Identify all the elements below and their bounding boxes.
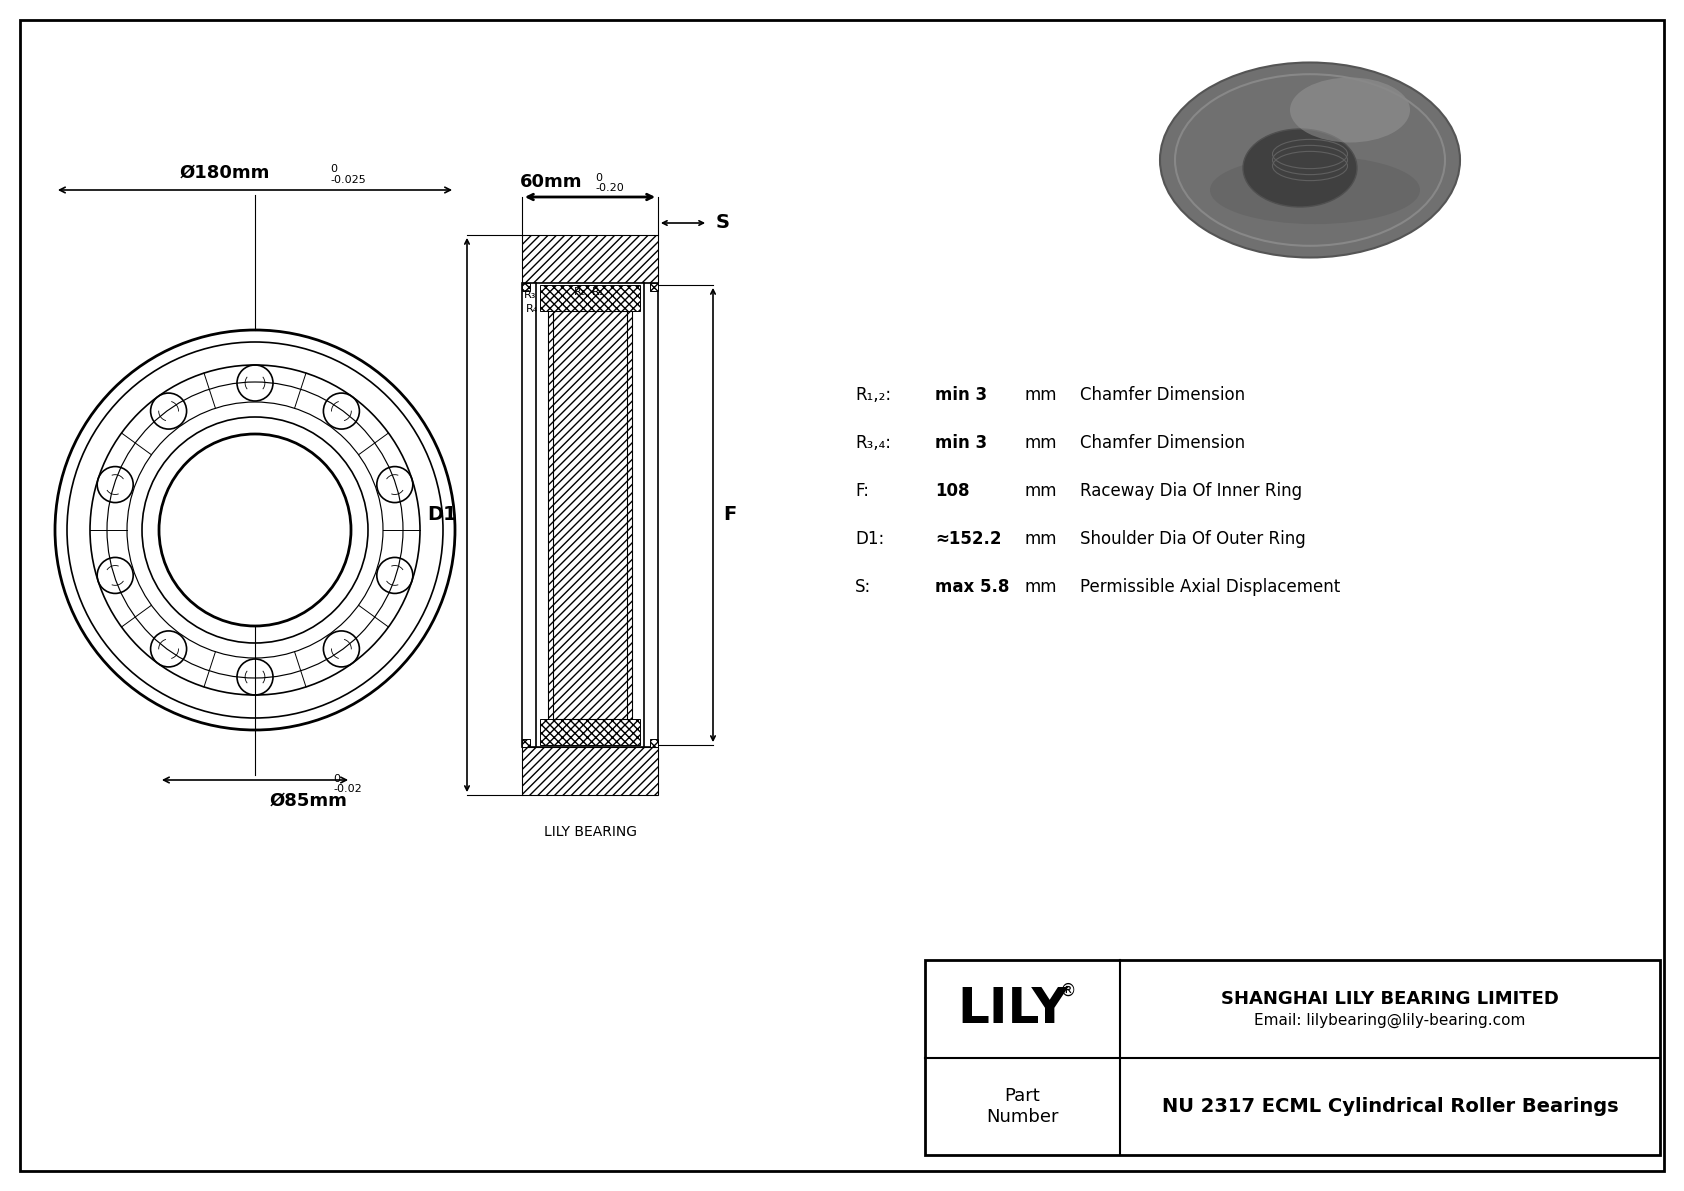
- Bar: [522, 283, 658, 747]
- Text: R₄: R₄: [525, 304, 539, 314]
- Text: D1:: D1:: [855, 530, 884, 548]
- Text: F:: F:: [855, 482, 869, 500]
- Ellipse shape: [1290, 77, 1410, 143]
- Ellipse shape: [1243, 129, 1357, 207]
- Text: Chamfer Dimension: Chamfer Dimension: [1079, 386, 1244, 404]
- Text: R₁: R₁: [593, 287, 605, 297]
- Bar: [541, 719, 640, 746]
- Text: max 5.8: max 5.8: [935, 578, 1009, 596]
- Text: F: F: [722, 505, 736, 524]
- Text: ≈152.2: ≈152.2: [935, 530, 1002, 548]
- Text: 0: 0: [330, 164, 337, 174]
- Text: mm: mm: [1026, 482, 1058, 500]
- Text: -0.02: -0.02: [333, 784, 362, 794]
- Text: Ø85mm: Ø85mm: [269, 792, 349, 810]
- Ellipse shape: [1211, 156, 1420, 224]
- Text: S: S: [716, 213, 729, 232]
- Text: NU 2317 ECML Cylindrical Roller Bearings: NU 2317 ECML Cylindrical Roller Bearings: [1162, 1097, 1618, 1116]
- Bar: [522, 747, 658, 796]
- Text: 0: 0: [333, 774, 340, 784]
- Text: mm: mm: [1026, 434, 1058, 453]
- Text: ®: ®: [1061, 981, 1076, 999]
- Text: Ø180mm: Ø180mm: [180, 164, 269, 182]
- Text: -0.20: -0.20: [594, 183, 623, 193]
- Text: Part
Number: Part Number: [987, 1087, 1059, 1125]
- Text: min 3: min 3: [935, 386, 987, 404]
- Ellipse shape: [1160, 62, 1460, 257]
- Text: Chamfer Dimension: Chamfer Dimension: [1079, 434, 1244, 453]
- Text: -0.025: -0.025: [330, 175, 365, 185]
- Text: mm: mm: [1026, 386, 1058, 404]
- Text: Raceway Dia Of Inner Ring: Raceway Dia Of Inner Ring: [1079, 482, 1302, 500]
- Text: R₃,₄:: R₃,₄:: [855, 434, 891, 453]
- Text: 108: 108: [935, 482, 970, 500]
- Bar: [925, 960, 1660, 1155]
- Text: mm: mm: [1026, 578, 1058, 596]
- Text: Email: lilybearing@lily-bearing.com: Email: lilybearing@lily-bearing.com: [1255, 1014, 1526, 1028]
- Text: LILY BEARING: LILY BEARING: [544, 825, 637, 838]
- Text: min 3: min 3: [935, 434, 987, 453]
- Text: R₂: R₂: [574, 287, 586, 297]
- Text: R₃: R₃: [524, 289, 537, 300]
- Text: S:: S:: [855, 578, 871, 596]
- Bar: [522, 738, 530, 747]
- Text: mm: mm: [1026, 530, 1058, 548]
- Text: SHANGHAI LILY BEARING LIMITED: SHANGHAI LILY BEARING LIMITED: [1221, 990, 1559, 1008]
- Bar: [552, 311, 626, 719]
- Bar: [650, 283, 658, 291]
- Text: 60mm: 60mm: [519, 173, 583, 191]
- Bar: [650, 738, 658, 747]
- Text: D1: D1: [428, 505, 456, 524]
- Bar: [522, 235, 658, 283]
- Bar: [541, 285, 640, 311]
- Bar: [547, 288, 632, 742]
- Text: Permissible Axial Displacement: Permissible Axial Displacement: [1079, 578, 1340, 596]
- Bar: [522, 283, 530, 291]
- Text: Shoulder Dia Of Outer Ring: Shoulder Dia Of Outer Ring: [1079, 530, 1305, 548]
- Text: LILY: LILY: [957, 985, 1068, 1033]
- Text: 0: 0: [594, 173, 601, 183]
- Text: R₁,₂:: R₁,₂:: [855, 386, 891, 404]
